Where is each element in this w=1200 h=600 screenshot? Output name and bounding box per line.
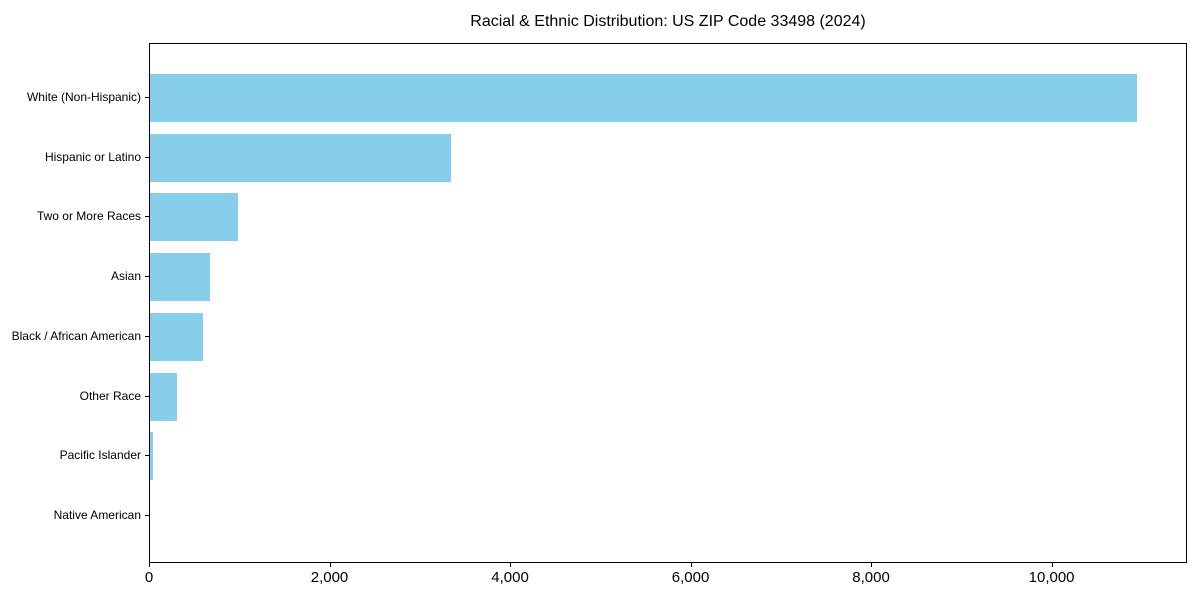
y-tick-mark xyxy=(145,216,149,218)
x-tick-label: 0 xyxy=(144,569,154,586)
x-tick-label: 8,000 xyxy=(852,569,890,586)
x-tick-label: 2,000 xyxy=(310,569,349,586)
y-tick-label: Black / African American xyxy=(11,328,141,343)
x-tick-label: 10,000 xyxy=(1028,569,1075,586)
bar-pacific-islander xyxy=(150,432,153,481)
y-tick-label: Hispanic or Latino xyxy=(44,149,141,164)
y-tick-mark xyxy=(145,395,149,397)
y-tick-label: Asian xyxy=(110,269,141,284)
x-tick-label: 4,000 xyxy=(491,569,529,586)
y-tick-mark xyxy=(145,335,149,337)
bar-black-african-american xyxy=(150,312,203,361)
y-tick-label: Pacific Islander xyxy=(59,448,141,463)
bar-two-or-more-races xyxy=(150,193,239,242)
x-tick-mark xyxy=(149,563,150,567)
x-tick-label: 6,000 xyxy=(671,569,710,586)
y-tick-mark xyxy=(145,455,149,457)
bar-other-race xyxy=(150,372,178,421)
x-tick-mark xyxy=(1051,563,1053,567)
bar-hispanic-or-latino xyxy=(150,133,451,182)
x-tick-mark xyxy=(329,563,331,567)
y-tick-mark xyxy=(145,514,149,516)
y-tick-mark xyxy=(145,276,149,278)
y-tick-mark xyxy=(145,156,149,158)
y-tick-label: White (Non-Hispanic) xyxy=(26,90,141,104)
bar-white-non-hispanic xyxy=(150,74,1137,122)
y-tick-label: Two or More Races xyxy=(36,209,141,224)
y-tick-mark xyxy=(145,97,149,98)
x-tick-mark xyxy=(690,563,692,567)
y-tick-label: Native American xyxy=(53,507,141,522)
x-tick-mark xyxy=(871,563,873,567)
plot-area xyxy=(149,43,1187,563)
x-tick-mark xyxy=(510,563,512,567)
chart-title: Racial & Ethnic Distribution: US ZIP Cod… xyxy=(470,13,866,30)
y-tick-label: Other Race xyxy=(79,388,141,403)
bar-asian xyxy=(150,253,210,302)
